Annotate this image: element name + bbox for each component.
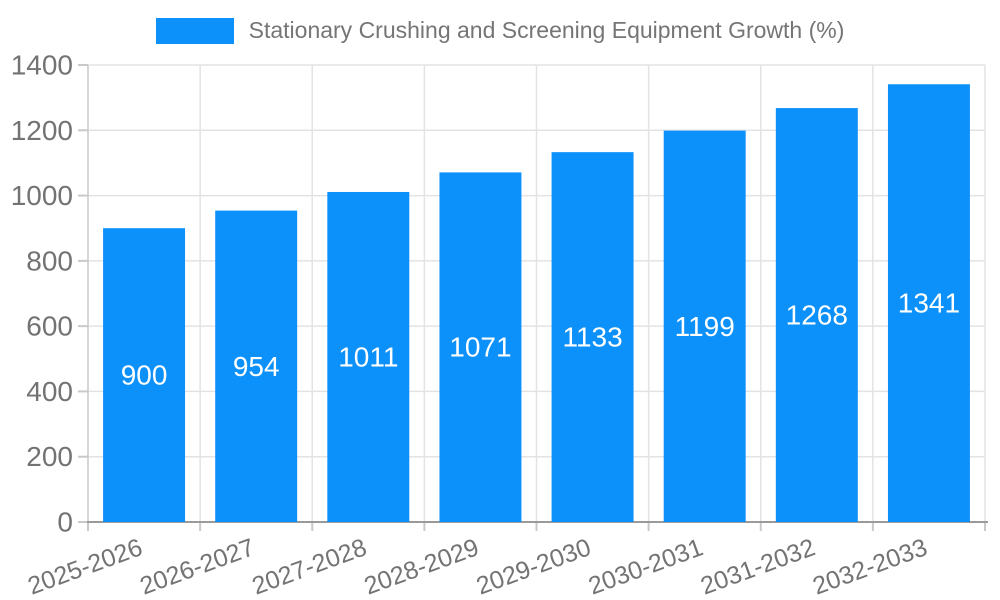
legend: Stationary Crushing and Screening Equipm… <box>0 17 1000 44</box>
bar-value-label: 900 <box>121 360 168 391</box>
bar-value-label: 1268 <box>786 300 848 331</box>
legend-item[interactable]: Stationary Crushing and Screening Equipm… <box>155 17 845 44</box>
bar-2029-2030[interactable] <box>551 152 634 522</box>
y-tick-label: 0 <box>57 507 73 538</box>
bar-value-label: 1071 <box>449 332 511 363</box>
bar-value-label: 1341 <box>898 288 960 319</box>
bar-2027-2028[interactable] <box>327 191 410 522</box>
bar-2030-2031[interactable] <box>663 130 746 523</box>
y-tick-label: 1200 <box>11 115 73 146</box>
legend-label: Stationary Crushing and Screening Equipm… <box>248 17 845 43</box>
y-tick-label: 1400 <box>11 50 73 81</box>
y-tick-label: 400 <box>26 376 73 407</box>
y-tick-label: 200 <box>26 441 73 472</box>
y-tick-label: 1000 <box>11 180 73 211</box>
bar-2028-2029[interactable] <box>439 172 522 522</box>
x-tick-label: 2025-2026 <box>24 533 146 600</box>
bar-value-label: 1133 <box>562 322 622 353</box>
bar-2025-2026[interactable] <box>103 228 186 522</box>
x-tick-label: 2029-2030 <box>473 533 595 600</box>
x-tick-label: 2027-2028 <box>248 533 370 600</box>
bar-value-label: 1011 <box>338 341 398 372</box>
x-tick-label: 2026-2027 <box>136 533 258 600</box>
y-tick-label: 800 <box>26 245 73 276</box>
bar-2026-2027[interactable] <box>215 210 298 522</box>
bar-value-label: 954 <box>233 351 280 382</box>
legend-swatch <box>155 17 234 44</box>
bar-2031-2032[interactable] <box>775 108 858 523</box>
x-tick-label: 2028-2029 <box>361 533 483 600</box>
x-tick-label: 2031-2032 <box>697 533 819 600</box>
x-tick-label: 2030-2031 <box>585 533 707 600</box>
y-tick-label: 600 <box>26 311 73 342</box>
bar-value-label: 1199 <box>675 311 735 342</box>
bar-2032-2033[interactable] <box>887 84 970 523</box>
x-tick-label: 2032-2033 <box>809 533 931 600</box>
